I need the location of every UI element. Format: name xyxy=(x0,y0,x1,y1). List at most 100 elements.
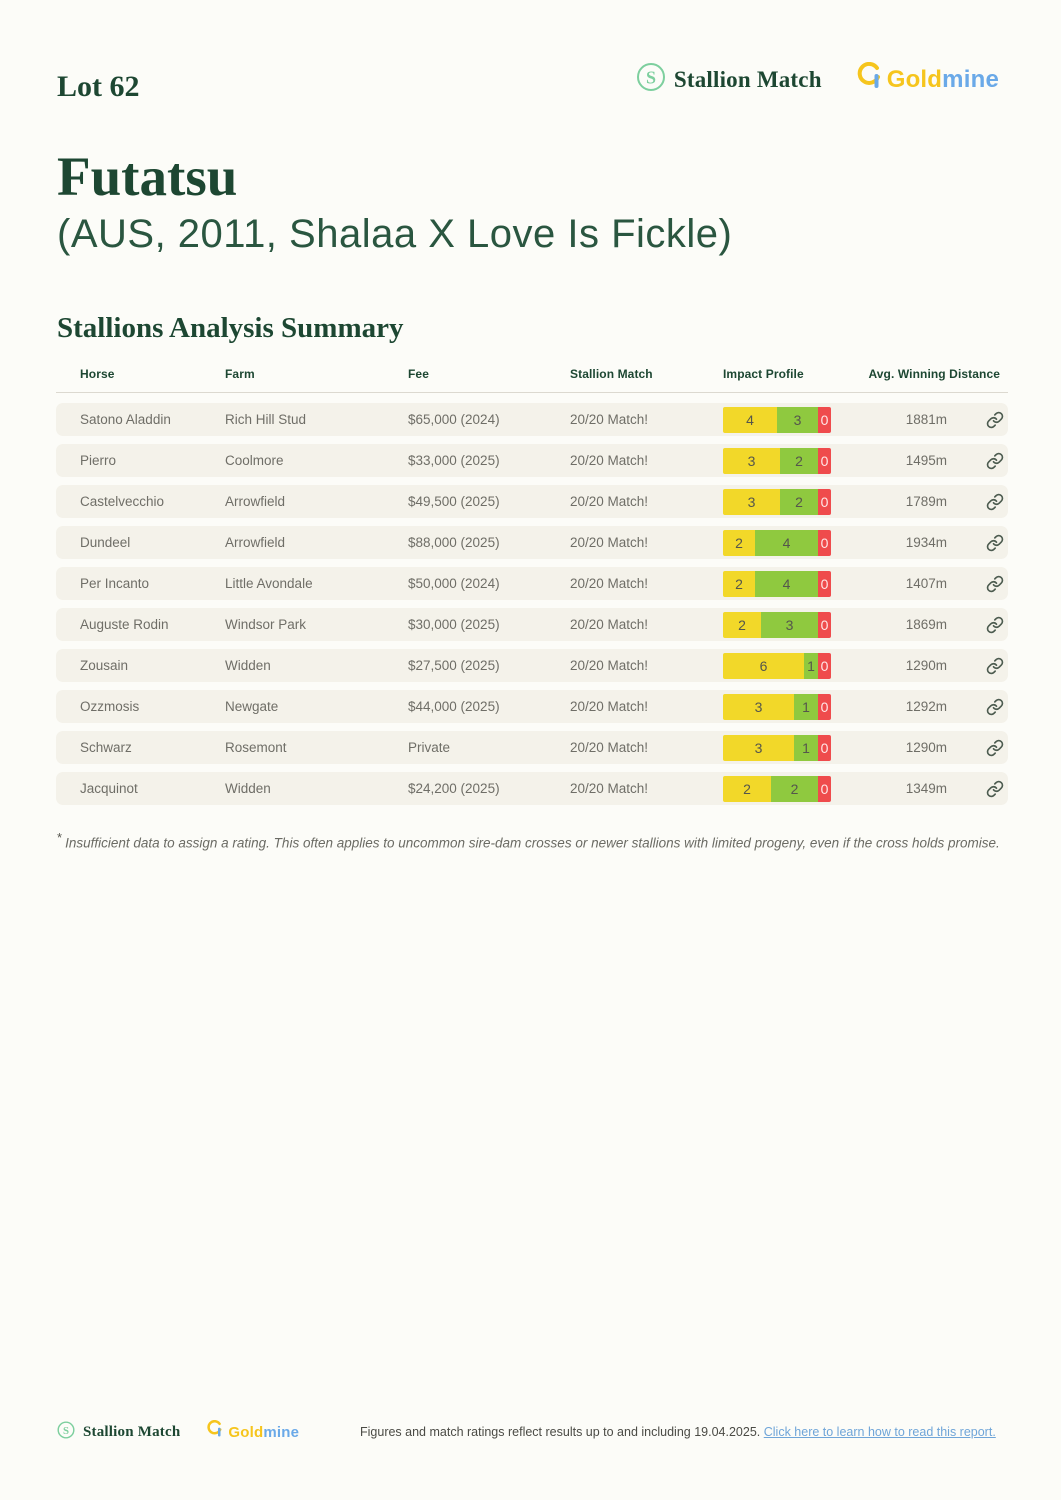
farm-name: Rich Hill Stud xyxy=(225,412,307,427)
link-icon[interactable] xyxy=(986,575,1004,593)
impact-red-segment: 0 xyxy=(818,775,831,802)
impact-red-segment: 0 xyxy=(818,611,831,638)
farm-name: Little Avondale xyxy=(225,576,313,591)
impact-red-segment: 0 xyxy=(818,529,831,556)
impact-red-segment: 0 xyxy=(818,734,831,761)
avg-winning-distance: 1495m xyxy=(905,453,947,468)
impact-green-segment: 4 xyxy=(755,529,818,556)
impact-yellow-segment: 3 xyxy=(723,447,780,474)
impact-green-segment: 1 xyxy=(794,693,818,720)
match-score: 20/20 Match! xyxy=(570,617,649,632)
avg-winning-distance: 1789m xyxy=(905,494,947,509)
link-icon[interactable] xyxy=(986,411,1004,429)
farm-name: Coolmore xyxy=(225,453,284,468)
farm-name: Newgate xyxy=(225,699,279,714)
link-icon[interactable] xyxy=(986,698,1004,716)
footer-disclaimer: Figures and match ratings reflect result… xyxy=(360,1425,1000,1439)
table-row: Satono Aladdin Rich Hill Stud $65,000 (2… xyxy=(56,403,1008,436)
goldmine-logo: Goldmine xyxy=(856,61,999,97)
impact-profile-bar: 3 1 0 xyxy=(723,693,831,720)
fee-value: $65,000 (2024) xyxy=(408,412,500,427)
column-header-impact: Impact Profile xyxy=(723,367,804,381)
link-icon[interactable] xyxy=(986,534,1004,552)
farm-name: Rosemont xyxy=(225,740,287,755)
impact-red-segment: 0 xyxy=(818,488,831,515)
horse-name: Pierro xyxy=(80,453,117,468)
column-header-match: Stallion Match xyxy=(570,367,653,381)
table-header-row: Horse Farm Fee Stallion Match Impact Pro… xyxy=(56,364,1008,384)
avg-winning-distance: 1349m xyxy=(905,781,947,796)
avg-winning-distance: 1881m xyxy=(905,412,947,427)
impact-yellow-segment: 2 xyxy=(723,611,761,638)
footnote-marker: * xyxy=(57,830,63,845)
impact-green-segment: 3 xyxy=(777,406,818,433)
farm-name: Widden xyxy=(225,658,271,673)
farm-name: Widden xyxy=(225,781,271,796)
match-score: 20/20 Match! xyxy=(570,412,649,427)
link-icon[interactable] xyxy=(986,657,1004,675)
stallion-match-wordmark: Stallion Match xyxy=(673,66,822,92)
stallions-table: Horse Farm Fee Stallion Match Impact Pro… xyxy=(56,364,1008,813)
impact-yellow-segment: 2 xyxy=(723,529,755,556)
header-divider xyxy=(56,392,1008,393)
avg-winning-distance: 1290m xyxy=(905,658,947,673)
impact-red-segment: 0 xyxy=(818,570,831,597)
goldmine-icon xyxy=(856,61,882,97)
goldmine-mine-text: mine xyxy=(263,1423,300,1441)
column-header-distance: Avg. Winning Distance xyxy=(868,367,1000,381)
goldmine-gold-text: Gold xyxy=(886,65,943,93)
impact-profile-bar: 3 2 0 xyxy=(723,447,831,474)
goldmine-gold-text: Gold xyxy=(228,1423,264,1441)
impact-profile-bar: 4 3 0 xyxy=(723,406,831,433)
impact-red-segment: 0 xyxy=(818,652,831,679)
avg-winning-distance: 1290m xyxy=(905,740,947,755)
horse-name: Castelvecchio xyxy=(80,494,165,509)
impact-profile-bar: 6 1 0 xyxy=(723,652,831,679)
goldmine-mine-text: mine xyxy=(942,65,999,93)
table-row: Auguste Rodin Windsor Park $30,000 (2025… xyxy=(56,608,1008,641)
column-header-farm: Farm xyxy=(225,367,255,381)
link-icon[interactable] xyxy=(986,616,1004,634)
horse-name: Satono Aladdin xyxy=(80,412,171,427)
impact-green-segment: 4 xyxy=(755,570,818,597)
footer-report-link[interactable]: Click here to learn how to read this rep… xyxy=(763,1425,996,1439)
impact-yellow-segment: 3 xyxy=(723,734,794,761)
footer-stallion-match-logo: S Stallion Match xyxy=(57,1420,180,1444)
horse-name: Schwarz xyxy=(80,740,132,755)
link-icon[interactable] xyxy=(986,493,1004,511)
table-row: Per Incanto Little Avondale $50,000 (202… xyxy=(56,567,1008,600)
rating-footnote: * Insufficient data to assign a rating. T… xyxy=(57,830,1007,851)
impact-profile-bar: 3 1 0 xyxy=(723,734,831,761)
impact-green-segment: 2 xyxy=(771,775,818,802)
match-score: 20/20 Match! xyxy=(570,781,649,796)
header-logos: S Stallion Match Goldmine xyxy=(636,61,999,97)
link-icon[interactable] xyxy=(986,739,1004,757)
column-header-horse: Horse xyxy=(80,367,115,381)
match-score: 20/20 Match! xyxy=(570,658,649,673)
table-row: Zousain Widden $27,500 (2025) 20/20 Matc… xyxy=(56,649,1008,682)
svg-text:S: S xyxy=(63,1424,69,1436)
horse-name: Ozzmosis xyxy=(80,699,140,714)
goldmine-icon xyxy=(206,1419,223,1444)
impact-green-segment: 1 xyxy=(804,652,818,679)
link-icon[interactable] xyxy=(986,452,1004,470)
impact-green-segment: 1 xyxy=(794,734,818,761)
section-title: Stallions Analysis Summary xyxy=(57,312,404,344)
horse-name: Zousain xyxy=(80,658,129,673)
avg-winning-distance: 1934m xyxy=(905,535,947,550)
horse-name: Jacquinot xyxy=(80,781,138,796)
page-subtitle: (AUS, 2011, Shalaa X Love Is Fickle) xyxy=(57,212,733,256)
impact-red-segment: 0 xyxy=(818,693,831,720)
impact-profile-bar: 2 4 0 xyxy=(723,570,831,597)
impact-yellow-segment: 6 xyxy=(723,652,804,679)
footer-goldmine-logo: Goldmine xyxy=(206,1419,300,1444)
link-icon[interactable] xyxy=(986,780,1004,798)
fee-value: $49,500 (2025) xyxy=(408,494,500,509)
impact-yellow-segment: 2 xyxy=(723,775,771,802)
fee-value: $88,000 (2025) xyxy=(408,535,500,550)
svg-text:S: S xyxy=(646,68,656,88)
impact-green-segment: 3 xyxy=(761,611,818,638)
match-score: 20/20 Match! xyxy=(570,576,649,591)
impact-red-segment: 0 xyxy=(818,447,831,474)
impact-yellow-segment: 2 xyxy=(723,570,755,597)
